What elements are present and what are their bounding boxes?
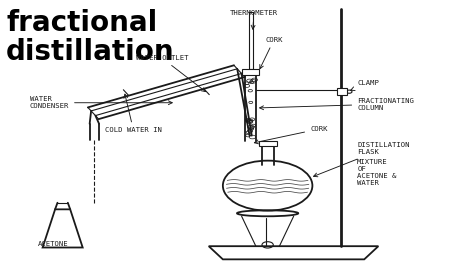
Text: WATER OUTLET: WATER OUTLET bbox=[136, 55, 206, 92]
Text: ACETONE: ACETONE bbox=[38, 240, 69, 247]
Bar bbox=[259, 141, 277, 146]
Polygon shape bbox=[209, 246, 378, 259]
Text: fractional
distillation: fractional distillation bbox=[6, 9, 175, 66]
Text: DISTILLATION
FLASK: DISTILLATION FLASK bbox=[314, 142, 410, 177]
Text: CORK: CORK bbox=[260, 36, 283, 69]
Ellipse shape bbox=[237, 210, 298, 216]
Text: THERMOMETER: THERMOMETER bbox=[230, 10, 278, 29]
Bar bbox=[337, 88, 347, 95]
Text: WATER
CONDENSER: WATER CONDENSER bbox=[30, 96, 172, 109]
Polygon shape bbox=[43, 209, 82, 247]
Bar bbox=[242, 69, 259, 75]
Text: MIXTURE
OF
ACETONE &
WATER: MIXTURE OF ACETONE & WATER bbox=[357, 159, 397, 186]
Text: FRACTIONATING
COLUMN: FRACTIONATING COLUMN bbox=[260, 98, 414, 111]
Polygon shape bbox=[45, 240, 80, 247]
Text: CORK: CORK bbox=[255, 126, 328, 144]
Text: CLAMP: CLAMP bbox=[351, 80, 379, 90]
Text: COLD WATER IN: COLD WATER IN bbox=[105, 94, 162, 133]
